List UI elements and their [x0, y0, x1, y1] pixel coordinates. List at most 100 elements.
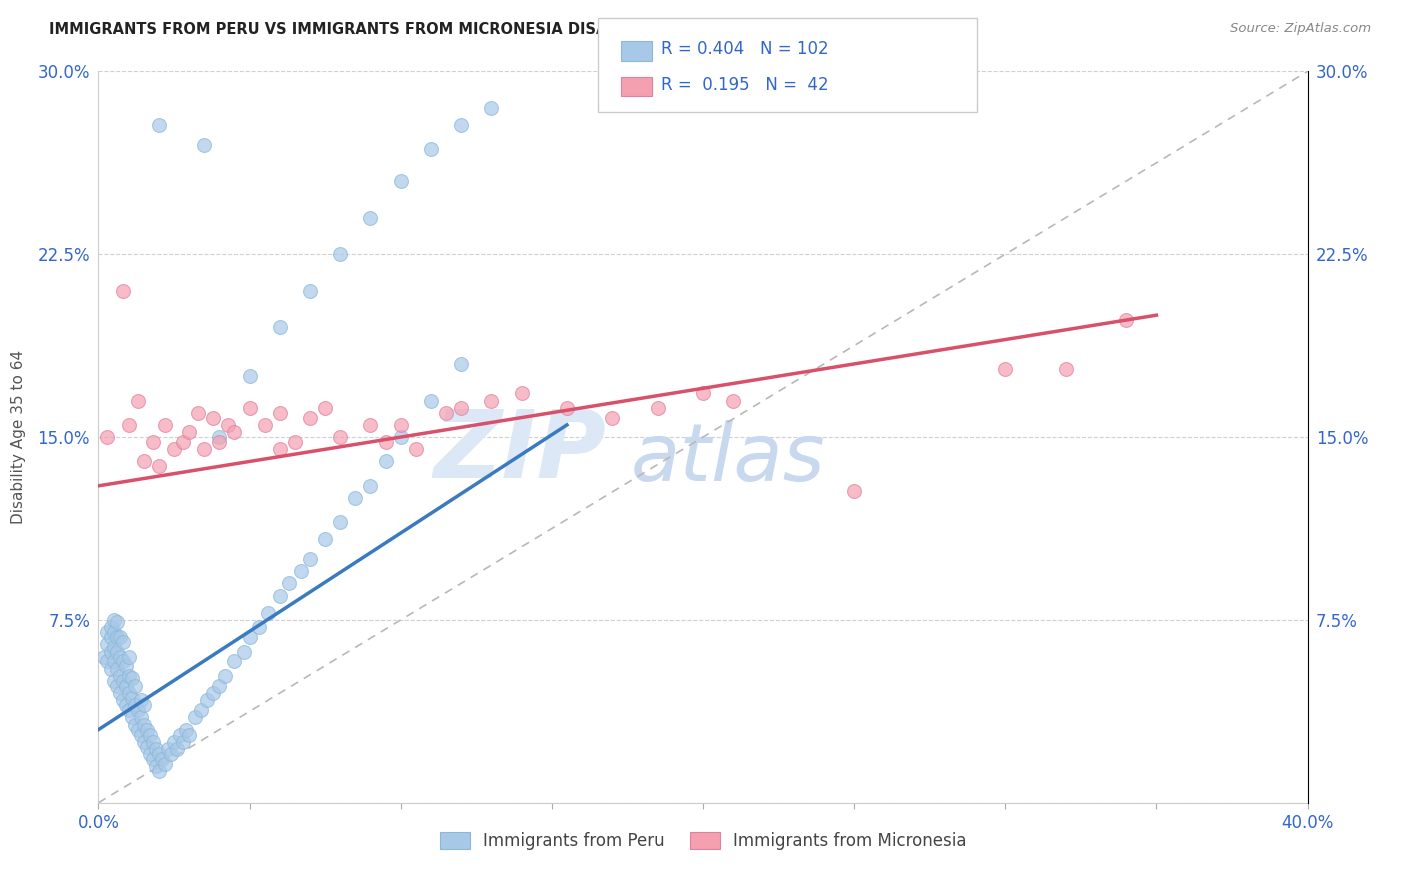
Point [105, 662, 128, 676]
Point [108, 686, 131, 700]
Point [374, 454, 396, 468]
Text: ZIP: ZIP [433, 406, 606, 498]
Point [96, 637, 118, 651]
Point [163, 735, 186, 749]
Point [124, 698, 146, 713]
Point [153, 756, 176, 771]
Point [103, 625, 125, 640]
Point [129, 727, 152, 741]
Point [184, 710, 207, 724]
Point [100, 620, 122, 634]
Point [100, 630, 122, 644]
Point [135, 739, 157, 754]
Point [208, 679, 231, 693]
Point [111, 284, 134, 298]
Point [179, 425, 201, 440]
Point [269, 442, 291, 457]
Point [253, 417, 276, 432]
Point [344, 491, 367, 505]
Point [290, 564, 312, 578]
Point [193, 137, 215, 152]
Point [555, 401, 578, 415]
Point [208, 434, 231, 449]
Point [142, 735, 165, 749]
Point [118, 669, 141, 683]
Point [277, 576, 299, 591]
Point [127, 723, 149, 737]
Point [1115, 313, 1137, 327]
Point [108, 630, 131, 644]
Point [132, 718, 155, 732]
Point [239, 630, 262, 644]
Point [389, 417, 412, 432]
Point [723, 393, 745, 408]
Point [103, 640, 125, 654]
Point [202, 410, 225, 425]
Point [329, 247, 352, 261]
Point [389, 174, 412, 188]
Point [111, 654, 134, 668]
Point [108, 669, 131, 683]
Point [103, 613, 125, 627]
Point [100, 645, 122, 659]
Point [160, 747, 183, 761]
Point [256, 606, 278, 620]
Point [145, 759, 167, 773]
Text: R =  0.195   N =  42: R = 0.195 N = 42 [661, 76, 828, 94]
Text: R = 0.404   N = 102: R = 0.404 N = 102 [661, 40, 828, 58]
Point [994, 361, 1017, 376]
Point [169, 727, 191, 741]
Point [96, 625, 118, 640]
Point [299, 552, 322, 566]
Point [329, 516, 352, 530]
Point [602, 410, 624, 425]
Point [105, 679, 128, 693]
Point [103, 654, 125, 668]
Point [174, 723, 197, 737]
Point [139, 747, 162, 761]
Point [269, 320, 291, 334]
Point [202, 686, 225, 700]
Point [105, 615, 128, 630]
Point [121, 710, 143, 724]
Point [360, 417, 382, 432]
Point [269, 406, 291, 420]
Text: atlas: atlas [630, 420, 825, 498]
Point [314, 401, 336, 415]
Point [314, 533, 336, 547]
Point [118, 649, 141, 664]
Point [124, 679, 146, 693]
Point [132, 454, 155, 468]
Point [239, 401, 262, 415]
Point [148, 747, 170, 761]
Point [208, 430, 231, 444]
Point [299, 284, 322, 298]
Point [118, 417, 141, 432]
Point [1054, 361, 1077, 376]
Point [179, 727, 201, 741]
Point [96, 654, 118, 668]
Point [224, 425, 246, 440]
Point [239, 369, 262, 384]
Text: Source: ZipAtlas.com: Source: ZipAtlas.com [1230, 22, 1371, 36]
Point [93, 649, 115, 664]
Point [405, 442, 427, 457]
Point [247, 620, 270, 634]
Point [148, 459, 170, 474]
Point [105, 645, 128, 659]
Point [156, 742, 179, 756]
Point [121, 690, 143, 705]
Point [103, 673, 125, 688]
Point [118, 686, 141, 700]
Point [217, 417, 239, 432]
Point [193, 442, 215, 457]
Point [190, 703, 212, 717]
Point [145, 742, 167, 756]
Point [96, 430, 118, 444]
Point [129, 693, 152, 707]
Point [389, 430, 412, 444]
Point [108, 649, 131, 664]
Point [172, 735, 194, 749]
Point [105, 630, 128, 644]
Point [269, 589, 291, 603]
